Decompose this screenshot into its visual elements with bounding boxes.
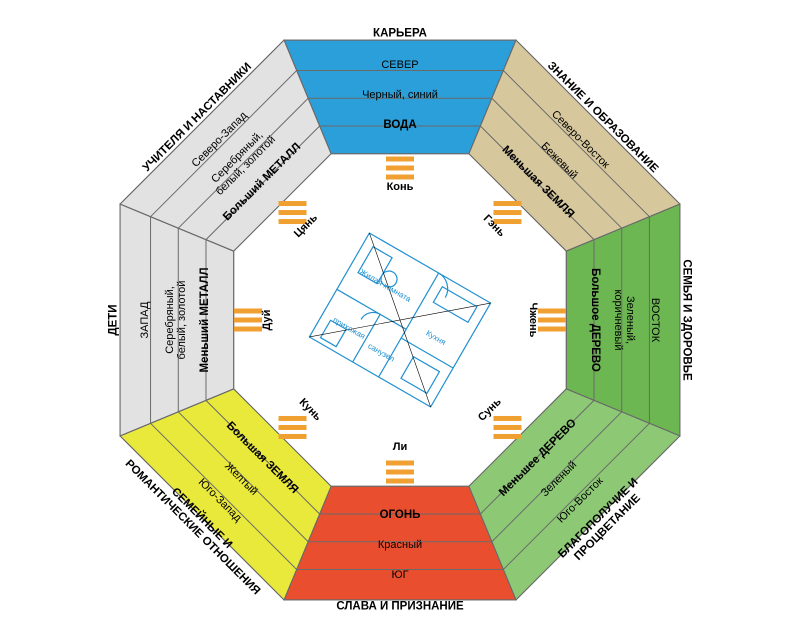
sector-label-outer: СЛАВА И ПРИЗНАНИЕ — [336, 601, 464, 613]
trigram-name: Ли — [393, 441, 407, 453]
sector-label-outer: СЕМЬЯ И ЗДОРОВЬЕ — [680, 259, 692, 381]
trigram-icon — [279, 416, 307, 439]
sector-label: Зеленый,коричневый — [612, 289, 636, 350]
trigram-icon — [234, 309, 262, 332]
sector-label: Красный — [378, 539, 422, 551]
svg-text:коричневый: коричневый — [612, 289, 624, 350]
room-label: Жилая комната — [358, 267, 413, 304]
trigram-name: Цянь — [292, 212, 320, 240]
svg-text:Зеленый,: Зеленый, — [624, 296, 636, 344]
trigram-icon — [386, 461, 414, 484]
sector-label: ВОСТОК — [649, 298, 661, 343]
trigram-name: Чжень — [527, 303, 539, 338]
trigram-icon — [493, 416, 521, 439]
sector-label: СЕВЕР — [381, 59, 418, 71]
bagua-diagram: КАРЬЕРАСЕВЕРЧерный, синийВОДАЗНАНИЕ И ОБ… — [0, 0, 800, 640]
room-label: санузел — [366, 341, 396, 364]
sector-label-inner: ВОДА — [383, 119, 416, 131]
trigram-name: Гэнь — [481, 213, 508, 240]
svg-text:белый, золотой: белый, золотой — [176, 281, 188, 360]
sector-label: ЗАПАД — [139, 301, 151, 338]
trigram-name: Конь — [387, 181, 414, 193]
sector-label-outer: ДЕТИ — [108, 304, 120, 335]
sector-label: ЮГ — [391, 569, 408, 581]
trigram-icon — [386, 157, 414, 180]
sector-label-inner: Большое ДЕРЕВО — [589, 268, 601, 372]
sector-label-outer: КАРЬЕРА — [373, 28, 427, 40]
sector-label-inner: ОГОНЬ — [380, 509, 421, 521]
trigram-name: Дуй — [261, 310, 273, 331]
sector-label-inner: Меньший МЕТАЛЛ — [199, 267, 211, 372]
sector-label: Черный, синий — [362, 89, 438, 101]
svg-text:Серебряный,: Серебряный, — [164, 286, 176, 354]
floorplan: Жилая комнатаКухняприхожаясанузел — [309, 233, 490, 407]
trigram-icon — [538, 309, 566, 332]
room-label: Кухня — [424, 329, 447, 348]
sector-label: Серебряный,белый, золотой — [164, 281, 188, 360]
